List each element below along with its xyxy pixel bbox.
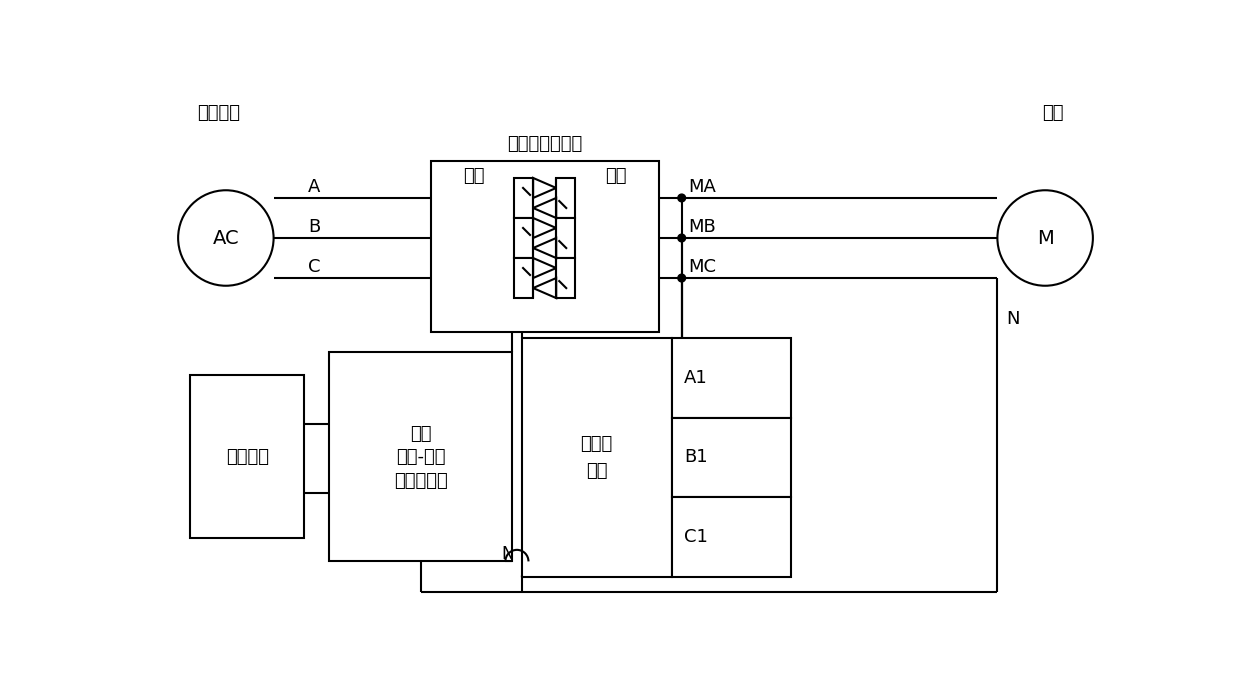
Bar — [513, 218, 533, 258]
Circle shape — [678, 274, 686, 282]
Text: 变换器模块: 变换器模块 — [394, 473, 448, 490]
Text: N: N — [501, 545, 513, 563]
Bar — [432, 161, 658, 332]
Text: MC: MC — [688, 258, 715, 276]
Circle shape — [678, 194, 686, 202]
Bar — [557, 218, 575, 258]
Text: MA: MA — [688, 178, 715, 196]
Text: C1: C1 — [684, 528, 708, 546]
Bar — [557, 178, 575, 218]
Text: 输出: 输出 — [605, 167, 627, 186]
Text: 输入: 输入 — [463, 167, 485, 186]
Circle shape — [678, 234, 686, 242]
Text: 双向: 双向 — [410, 425, 432, 442]
Text: N: N — [1007, 310, 1021, 328]
Text: B: B — [309, 218, 320, 236]
Text: B1: B1 — [684, 449, 708, 466]
Text: A1: A1 — [684, 369, 708, 387]
Bar — [672, 418, 791, 497]
Text: C: C — [309, 258, 321, 276]
Bar — [672, 497, 791, 577]
Circle shape — [997, 190, 1092, 286]
Bar — [513, 258, 533, 298]
Bar — [522, 338, 672, 577]
Bar — [513, 178, 533, 218]
Text: 负荷: 负荷 — [1042, 104, 1064, 122]
Text: A: A — [309, 178, 321, 196]
Text: 系统电源: 系统电源 — [197, 104, 239, 122]
Text: 双向晶闸管模块: 双向晶闸管模块 — [507, 135, 583, 153]
Bar — [329, 352, 512, 561]
Bar — [191, 375, 304, 538]
Text: AC: AC — [212, 228, 239, 248]
Bar — [557, 258, 575, 298]
Circle shape — [179, 190, 274, 286]
Text: 逆变器: 逆变器 — [580, 435, 613, 453]
Text: 直流-直流: 直流-直流 — [396, 448, 445, 466]
Text: 储能模块: 储能模块 — [226, 448, 269, 466]
Text: M: M — [1037, 228, 1054, 248]
Text: 模块: 模块 — [585, 462, 608, 480]
Bar — [672, 338, 791, 418]
Text: MB: MB — [688, 218, 715, 236]
